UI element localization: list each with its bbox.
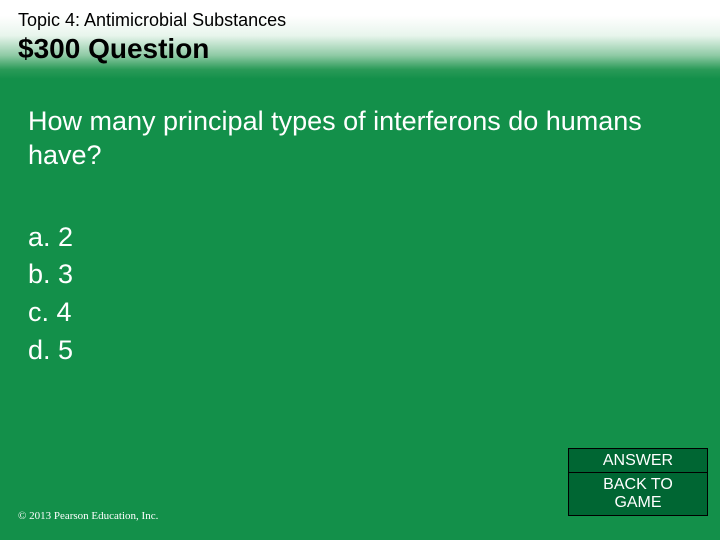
- question-text: How many principal types of interferons …: [0, 79, 720, 181]
- answer-option-c: c. 4: [28, 294, 692, 332]
- answer-option-d: d. 5: [28, 332, 692, 370]
- answer-button[interactable]: ANSWER: [568, 448, 708, 474]
- copyright-text: © 2013 Pearson Education, Inc.: [18, 510, 158, 522]
- answer-option-b: b. 3: [28, 256, 692, 294]
- topic-label: Topic 4: Antimicrobial Substances: [18, 10, 702, 31]
- question-value: $300 Question: [18, 33, 702, 65]
- back-to-game-button[interactable]: BACK TO GAME: [568, 472, 708, 516]
- answer-list: a. 2 b. 3 c. 4 d. 5: [0, 181, 720, 370]
- header-band: Topic 4: Antimicrobial Substances $300 Q…: [0, 0, 720, 79]
- answer-option-a: a. 2: [28, 219, 692, 257]
